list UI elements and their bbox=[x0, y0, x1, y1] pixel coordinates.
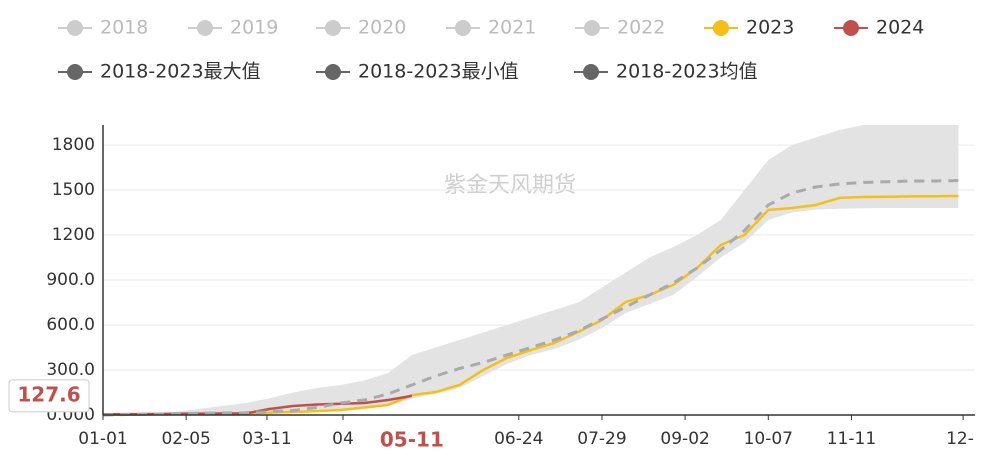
y-tick-label: 600.0 bbox=[46, 315, 95, 335]
legend-item[interactable]: 2020 bbox=[316, 17, 406, 39]
x-tick-label: 12- bbox=[946, 429, 974, 449]
legend-item[interactable]: 2023 bbox=[704, 17, 794, 39]
pointer-y-box bbox=[8, 379, 90, 413]
legend-label: 2018-2023均值 bbox=[616, 61, 758, 83]
legend-item[interactable]: 2018-2023最大值 bbox=[58, 61, 261, 83]
x-tick-label: 04 bbox=[332, 429, 354, 449]
x-tick-label: 09-02 bbox=[660, 429, 709, 449]
y-tick-label: 900.0 bbox=[46, 270, 95, 290]
x-tick-label: 10-07 bbox=[744, 429, 793, 449]
legend-item[interactable]: 2018-2023最小值 bbox=[316, 61, 519, 83]
legend-marker bbox=[67, 20, 83, 36]
legend-marker bbox=[583, 64, 599, 80]
x-tick-label: 07-29 bbox=[577, 429, 626, 449]
range-band bbox=[103, 125, 959, 415]
x-tick-label: 02-05 bbox=[161, 429, 210, 449]
series-line bbox=[102, 194, 959, 417]
x-tick-label: 01-01 bbox=[78, 429, 127, 449]
legend-marker bbox=[455, 20, 471, 36]
legend-item[interactable]: 2021 bbox=[446, 17, 536, 39]
pointer-y-label: 127.6 bbox=[17, 382, 80, 406]
legend-item[interactable]: 2024 bbox=[834, 17, 924, 39]
legend-label: 2021 bbox=[488, 17, 536, 39]
legend-item[interactable]: 2018 bbox=[58, 17, 148, 39]
x-tick-label: 03-11 bbox=[242, 429, 291, 449]
legend-marker bbox=[713, 20, 729, 36]
legend-label: 2024 bbox=[876, 17, 924, 39]
series-line bbox=[102, 179, 959, 417]
y-tick-label: 1800 bbox=[52, 135, 95, 155]
legend-label: 2018 bbox=[100, 17, 148, 39]
legend-item[interactable]: 2018-2023均值 bbox=[574, 61, 758, 83]
legend-marker bbox=[584, 20, 600, 36]
legend-label: 2022 bbox=[617, 17, 665, 39]
legend-marker bbox=[67, 64, 83, 80]
legend-label: 2020 bbox=[358, 17, 406, 39]
legend-marker bbox=[843, 20, 859, 36]
legend-marker bbox=[197, 20, 213, 36]
legend-label: 2018-2023最大值 bbox=[100, 61, 261, 83]
legend-item[interactable]: 2019 bbox=[188, 17, 278, 39]
watermark: 紫金天风期货 bbox=[444, 173, 576, 198]
legend-label: 2023 bbox=[746, 17, 794, 39]
y-tick-label: 1500 bbox=[52, 180, 95, 200]
pointer-x-label: 05-11 bbox=[380, 428, 444, 451]
y-tick-label: 1200 bbox=[52, 225, 95, 245]
y-tick-label: 300.0 bbox=[46, 360, 95, 380]
legend-marker bbox=[325, 64, 341, 80]
legend-label: 2019 bbox=[230, 17, 278, 39]
legend-label: 2018-2023最小值 bbox=[358, 61, 519, 83]
legend-item[interactable]: 2022 bbox=[575, 17, 665, 39]
x-tick-label: 11-11 bbox=[827, 429, 876, 449]
legend-marker bbox=[325, 20, 341, 36]
x-tick-label: 06-24 bbox=[494, 429, 543, 449]
